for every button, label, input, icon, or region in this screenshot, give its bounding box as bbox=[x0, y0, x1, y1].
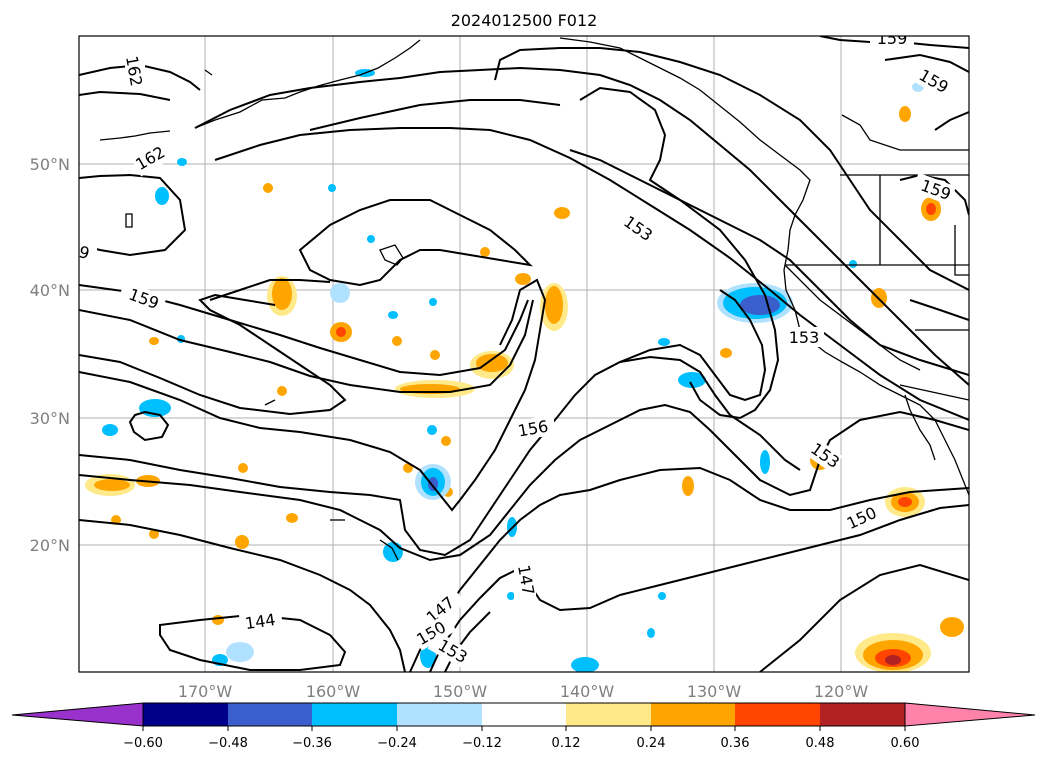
latitude-labels: 50°N 40°N 30°N 20°N bbox=[30, 155, 70, 555]
colorbar-tick-label: 0.48 bbox=[806, 736, 835, 751]
colorbar-tick-label: −0.12 bbox=[462, 736, 502, 751]
colorbar-segment bbox=[143, 703, 228, 726]
lat-label: 40°N bbox=[30, 281, 70, 300]
lon-label: 120°W bbox=[814, 682, 869, 701]
colorbar-tick-label: 0.24 bbox=[637, 736, 666, 751]
lat-label: 50°N bbox=[30, 155, 70, 174]
colorbar-tick-label: 0.60 bbox=[891, 736, 920, 751]
colorbar-extend-high bbox=[904, 702, 1036, 727]
colorbar-tick-label: −0.60 bbox=[123, 736, 163, 751]
colorbar-segment bbox=[820, 703, 905, 726]
colorbar-segment bbox=[735, 703, 820, 726]
colorbar-tick-label: −0.24 bbox=[377, 736, 417, 751]
colorbar-outline bbox=[142, 702, 906, 727]
colorbar-segment bbox=[482, 703, 566, 726]
lon-label: 170°W bbox=[178, 682, 233, 701]
colorbar-segment bbox=[397, 703, 482, 726]
lat-label: 30°N bbox=[30, 409, 70, 428]
colorbar-tick-label: 0.36 bbox=[721, 736, 750, 751]
colorbar: −0.60 −0.48 −0.36 −0.24 −0.12 0.12 0.24 … bbox=[11, 702, 1036, 751]
contour-label: 144 bbox=[244, 610, 277, 633]
contour-label: 153 bbox=[789, 328, 820, 347]
lat-label: 20°N bbox=[30, 536, 70, 555]
lon-label: 150°W bbox=[433, 682, 488, 701]
map-title: 2024012500 F012 bbox=[451, 11, 598, 30]
colorbar-tick-label: −0.48 bbox=[208, 736, 248, 751]
colorbar-extend-low bbox=[11, 702, 144, 727]
colorbar-ticks bbox=[142, 726, 906, 731]
lon-label: 160°W bbox=[306, 682, 361, 701]
colorbar-segment bbox=[228, 703, 312, 726]
colorbar-tick-labels: −0.60 −0.48 −0.36 −0.24 −0.12 0.12 0.24 … bbox=[123, 736, 919, 751]
colorbar-segment bbox=[566, 703, 651, 726]
colorbar-tick-label: 0.12 bbox=[552, 736, 581, 751]
lon-label: 140°W bbox=[560, 682, 615, 701]
colorbar-segment bbox=[312, 703, 397, 726]
coastlines bbox=[99, 37, 969, 561]
map-frame bbox=[78, 35, 970, 673]
longitude-labels: 170°W 160°W 150°W 140°W 130°W 120°W bbox=[178, 682, 869, 701]
lon-label: 130°W bbox=[687, 682, 742, 701]
contour-label: 159 bbox=[877, 29, 908, 48]
colorbar-segment bbox=[651, 703, 735, 726]
colorbar-tick-label: −0.36 bbox=[292, 736, 332, 751]
